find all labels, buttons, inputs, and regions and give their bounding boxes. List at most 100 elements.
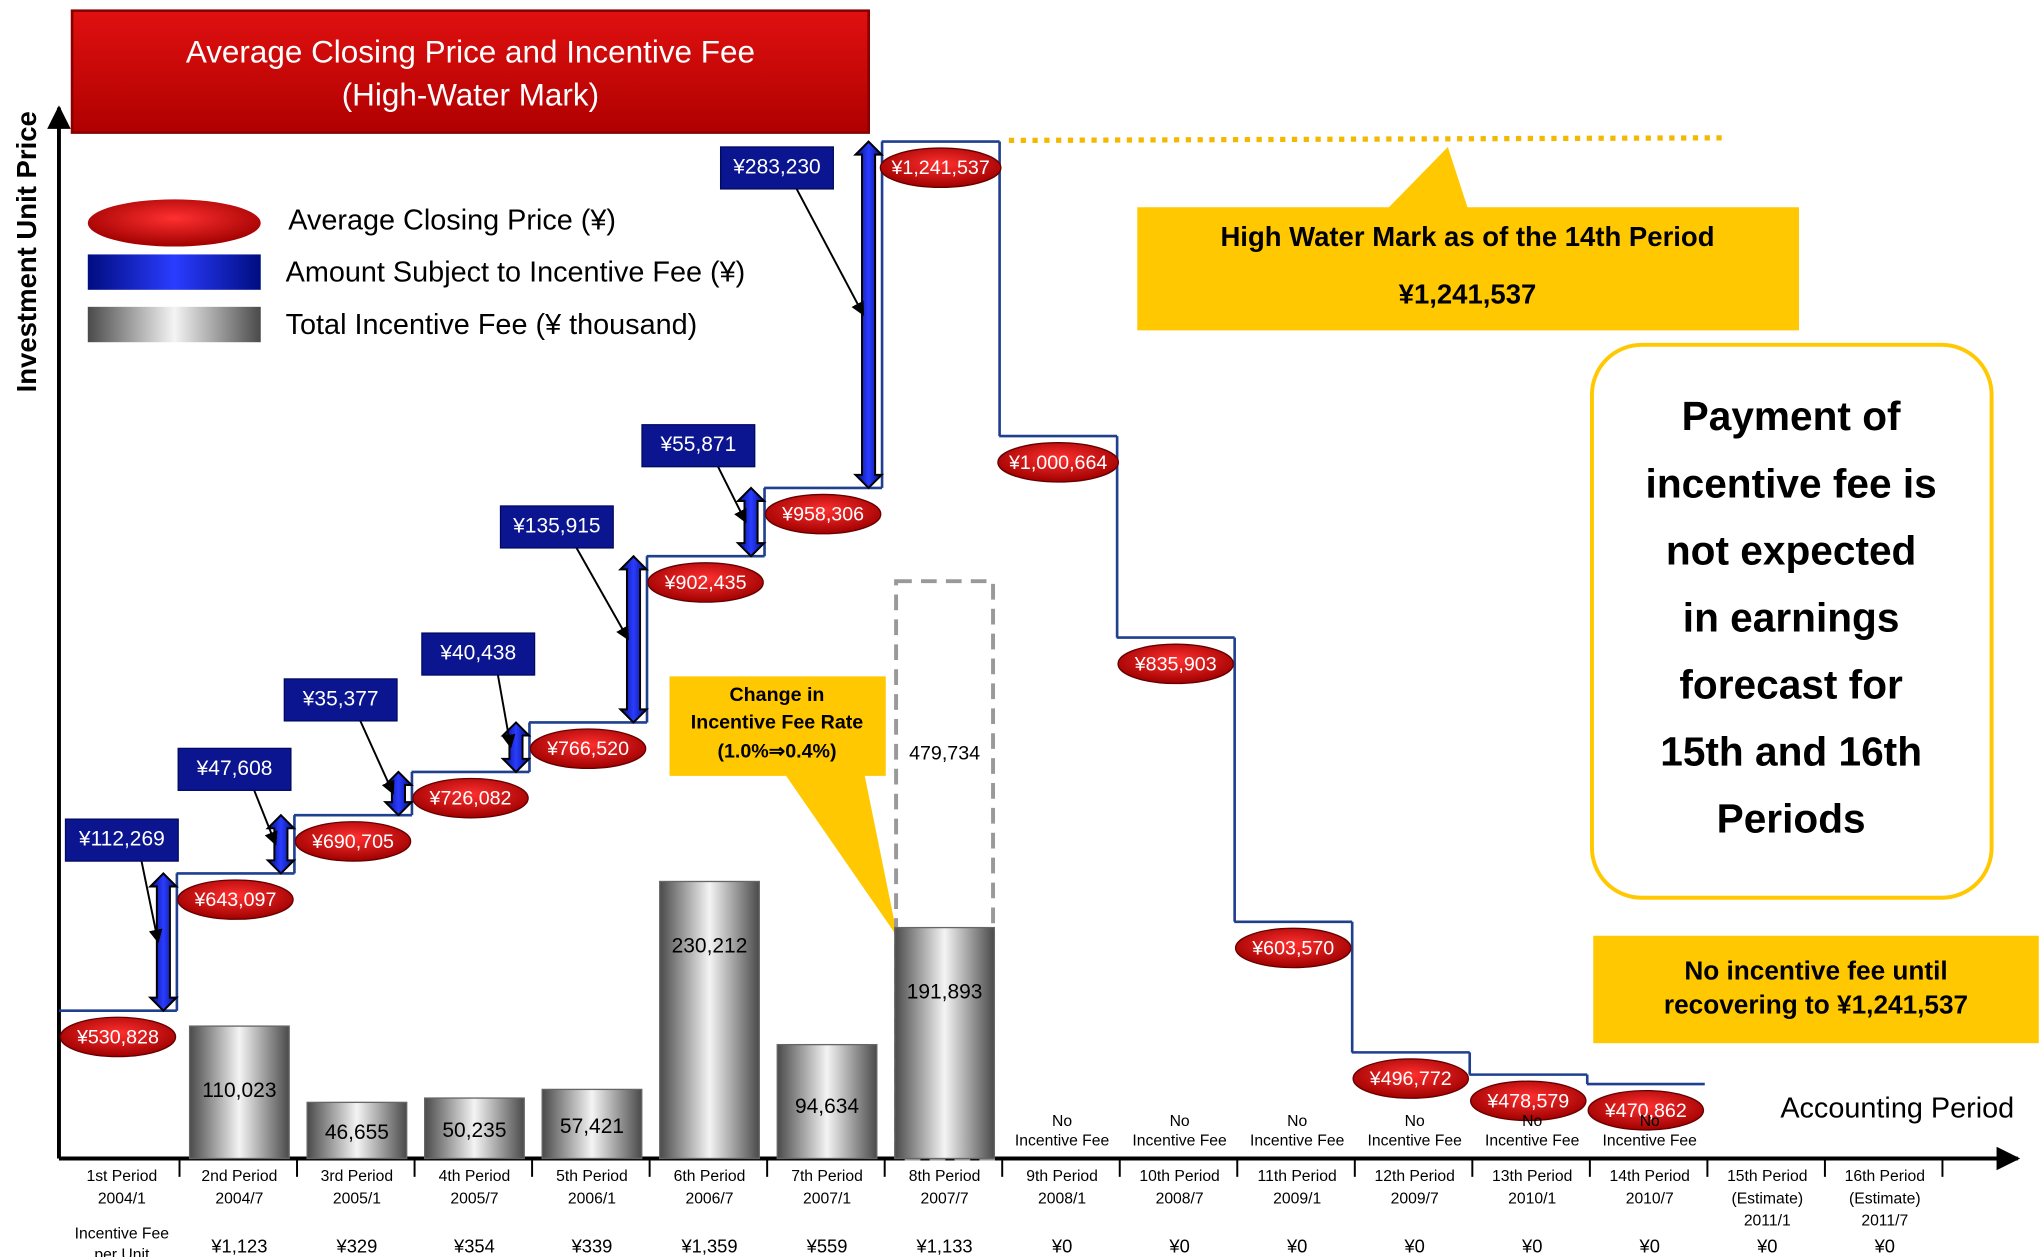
fee-per-unit: ¥0: [1286, 1235, 1307, 1256]
fee-per-unit: ¥0: [1168, 1235, 1189, 1256]
amount-pointer: [496, 674, 516, 749]
amount-arrow: [853, 140, 885, 490]
price-label: ¥1,000,664: [1008, 452, 1107, 474]
payment-line: forecast for: [1679, 662, 1903, 708]
fee-label: 94,634: [795, 1095, 859, 1118]
amount-pointer: [717, 466, 747, 524]
amount-arrow: [265, 813, 297, 875]
rate-callout: [669, 676, 898, 938]
date-label: 2005/7: [450, 1190, 498, 1207]
amount-arrow: [735, 486, 767, 558]
amount-label: ¥55,871: [659, 433, 736, 456]
estimated-fee-label: 479,734: [909, 743, 980, 765]
amount-arrow: [147, 872, 179, 1013]
hwm-note: ¥1,241,537: [1399, 279, 1537, 310]
fee-label: 191,893: [907, 981, 983, 1004]
amount-label: ¥47,608: [196, 757, 273, 780]
amount-box: [719, 146, 834, 190]
fee-per-unit: ¥0: [1403, 1235, 1424, 1256]
x-tick-label: 10th Period: [1139, 1168, 1219, 1185]
legend-label: Total Incentive Fee (¥ thousand): [286, 309, 698, 341]
price-badge: [1469, 1080, 1587, 1122]
no-fee-label: Incentive Fee: [1132, 1133, 1227, 1150]
hwm-note: High Water Mark as of the 14th Period: [1220, 221, 1714, 252]
y-axis-label: Investment Unit Price: [11, 111, 42, 392]
amount-label: ¥112,269: [78, 828, 165, 851]
price-label: ¥470,862: [1604, 1100, 1687, 1122]
no-fee-label: No: [1170, 1113, 1190, 1130]
x-tick-label: 12th Period: [1374, 1168, 1454, 1185]
no-fee-label: Incentive Fee: [1250, 1133, 1345, 1150]
no-fee-label: No: [1522, 1113, 1542, 1130]
date-label: 2008/7: [1156, 1190, 1204, 1207]
no-fee-label: Incentive Fee: [1603, 1133, 1698, 1150]
amount-pointer: [575, 547, 630, 641]
x-tick-label: 5th Period: [556, 1168, 628, 1185]
no-fee-note: No incentive fee until: [1684, 955, 1947, 985]
fee-per-unit-label: per Unit: [94, 1247, 150, 1257]
date-label: 2004/1: [98, 1190, 146, 1207]
x-tick-label: 15th Period: [1727, 1168, 1807, 1185]
price-label: ¥603,570: [1251, 937, 1334, 959]
price-label: ¥726,082: [429, 788, 512, 810]
no-fee-label: Incentive Fee: [1367, 1133, 1462, 1150]
x-tick-label: 6th Period: [674, 1168, 746, 1185]
amount-box: [499, 505, 614, 549]
chart-subtitle: (High-Water Mark): [342, 78, 599, 113]
x-tick-label: 9th Period: [1026, 1168, 1098, 1185]
x-tick-label: 1st Period: [86, 1168, 157, 1185]
price-badge: [529, 728, 647, 769]
date-label: 2011/7: [1861, 1213, 1908, 1230]
fee-label: 50,235: [442, 1119, 506, 1142]
price-label: ¥690,705: [311, 831, 394, 853]
fee-per-unit: ¥0: [1874, 1235, 1895, 1256]
price-badge: [764, 493, 882, 535]
amount-label: ¥283,230: [732, 155, 820, 178]
amount-label: ¥40,438: [439, 642, 516, 665]
amount-arrow: [382, 770, 414, 817]
x-tick-label: 2nd Period: [201, 1168, 277, 1185]
x-tick-label: 7th Period: [791, 1168, 863, 1185]
legend-label: Amount Subject to Incentive Fee (¥): [286, 257, 746, 289]
fee-bar: [306, 1101, 408, 1160]
no-fee-label: Incentive Fee: [1485, 1133, 1580, 1150]
fee-per-unit: ¥0: [1639, 1235, 1660, 1256]
price-label: ¥530,828: [76, 1026, 159, 1048]
hwm-line: [1008, 135, 1725, 144]
no-fee-label: No: [1052, 1113, 1072, 1130]
payment-line: in earnings: [1683, 595, 1900, 641]
x-tick-label: 11th Period: [1258, 1168, 1337, 1185]
fee-per-unit: ¥559: [806, 1235, 848, 1256]
amount-arrow: [618, 554, 649, 724]
estimate-note: (Estimate): [1849, 1190, 1921, 1207]
date-label: 2010/1: [1508, 1190, 1556, 1207]
x-axis-label: Accounting Period: [1780, 1093, 2014, 1125]
legend-label: Average Closing Price (¥): [288, 204, 616, 236]
no-fee-box: [1593, 935, 2039, 1044]
x-tick-label: 8th Period: [909, 1168, 981, 1185]
x-tick-label: 14th Period: [1610, 1168, 1690, 1185]
date-label: 2011/1: [1744, 1213, 1791, 1230]
amount-box: [177, 747, 292, 791]
x-tick-label: 4th Period: [439, 1168, 511, 1185]
no-fee-label: No: [1640, 1113, 1660, 1130]
fee-bar: [423, 1097, 525, 1160]
fee-bar: [541, 1088, 643, 1160]
fee-bar: [188, 1025, 290, 1160]
price-badge: [294, 821, 412, 862]
fee-bar: [894, 926, 996, 1160]
price-label: ¥766,520: [546, 738, 629, 760]
price-badge: [1117, 643, 1234, 685]
fee-per-unit: ¥1,359: [680, 1235, 737, 1256]
fee-label: 46,655: [325, 1121, 389, 1144]
fee-per-unit: ¥329: [336, 1235, 378, 1256]
date-label: 2008/1: [1038, 1190, 1086, 1207]
x-tick-label: 3rd Period: [321, 1168, 394, 1185]
price-badge: [997, 442, 1120, 483]
legend-swatch: [87, 306, 261, 343]
price-label: ¥478,579: [1486, 1090, 1569, 1112]
hwm-callout: [1137, 146, 1799, 331]
amount-box: [421, 632, 536, 676]
fee-per-unit: ¥0: [1756, 1235, 1777, 1256]
